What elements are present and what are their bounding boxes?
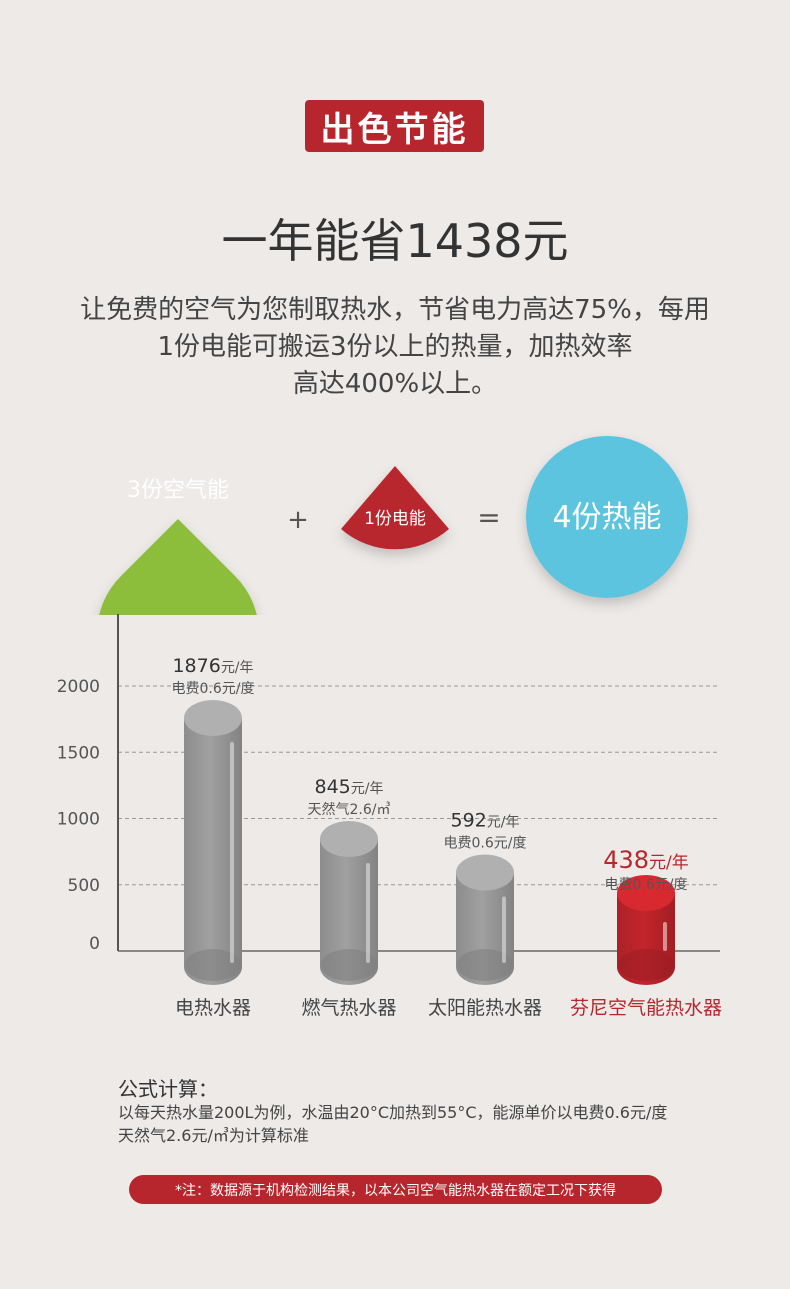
bar-value-number: 845	[315, 776, 351, 798]
bar-value-number: 438	[603, 846, 649, 874]
bar-value-label: 438元/年	[603, 846, 689, 874]
heat-energy-label: 4份热能	[552, 500, 661, 535]
bar-value-label: 592元/年	[451, 810, 520, 832]
electric-energy-label: 1份电能	[364, 509, 426, 529]
bar-value-label: 845元/年	[315, 776, 384, 798]
footnote-banner: *注：数据源于机构检测结果，以本公司空气能热水器在额定工况下获得	[129, 1175, 662, 1204]
bar-cap	[456, 854, 514, 891]
bar-value-unit: 元/年	[221, 660, 254, 676]
bar-value-unit: 元/年	[487, 815, 520, 831]
bar-sublabel: 电费0.6元/度	[605, 877, 688, 893]
x-category-label: 燃气热水器	[301, 997, 396, 1019]
x-category-label: 电热水器	[175, 997, 251, 1019]
bar-highlight	[663, 921, 667, 951]
description-line-3: 高达400%以上。	[292, 369, 498, 399]
bar-highlight	[502, 896, 506, 963]
bar-value-number: 1876	[172, 655, 220, 677]
air-energy-shape	[99, 519, 257, 615]
bar-sublabel: 电费0.6元/度	[172, 681, 255, 697]
bar-base	[618, 949, 674, 981]
bar-sublabel: 天然气2.6/㎥	[308, 801, 391, 818]
air-energy-label: 3份空气能	[127, 478, 229, 503]
y-tick-label: 1000	[57, 810, 100, 830]
equals-sign: =	[477, 501, 500, 534]
bar-cap	[617, 874, 675, 911]
description: 让免费的空气为您制取热水，节省电力高达75%，每用 1份电能可搬运3份以上的热量…	[40, 292, 750, 403]
electric-energy-shape	[341, 466, 449, 550]
bar-value-unit: 元/年	[351, 781, 384, 797]
x-category-label: 太阳能热水器	[428, 997, 542, 1019]
bar-cap	[184, 700, 242, 736]
x-category-label: 芬尼空气能热水器	[570, 997, 722, 1019]
bar-value-number: 592	[451, 810, 487, 832]
y-tick-label: 1500	[57, 743, 100, 763]
headline: 一年能省1438元	[221, 214, 569, 268]
formula-line-1: 以每天热水量200L为例，水温由20°C加热到55°C，能源单价以电费0.6元/…	[118, 1103, 668, 1122]
bar-cap	[320, 821, 378, 858]
y-tick-label: 500	[68, 876, 100, 896]
y-tick-label: 0	[89, 934, 100, 954]
y-tick-label: 2000	[57, 677, 100, 697]
bar-sublabel: 电费0.6元/度	[444, 836, 527, 852]
bar-base	[321, 949, 377, 981]
bar-highlight	[230, 742, 234, 963]
formula-title: 公式计算：	[118, 1077, 218, 1101]
bar-value-label: 1876元/年	[172, 655, 253, 677]
description-line-1: 让免费的空气为您制取热水，节省电力高达75%，每用	[80, 295, 710, 325]
formula-line-2: 天然气2.6元/㎥为计算标准	[118, 1126, 309, 1145]
heat-energy-shape	[526, 436, 688, 598]
energy-equation: 3份空气能 + 1份电能 = 4份热能	[99, 436, 688, 615]
bar-base	[457, 949, 513, 981]
description-line-2: 1份电能可搬运3份以上的热量，加热效率	[157, 332, 633, 362]
section-badge: 出色节能	[305, 100, 484, 152]
bar-value-unit: 元/年	[649, 853, 689, 873]
bar	[320, 839, 378, 985]
bar-base	[185, 949, 241, 981]
plus-sign: +	[287, 505, 309, 535]
bar-highlight	[366, 863, 370, 963]
bar	[184, 718, 242, 985]
